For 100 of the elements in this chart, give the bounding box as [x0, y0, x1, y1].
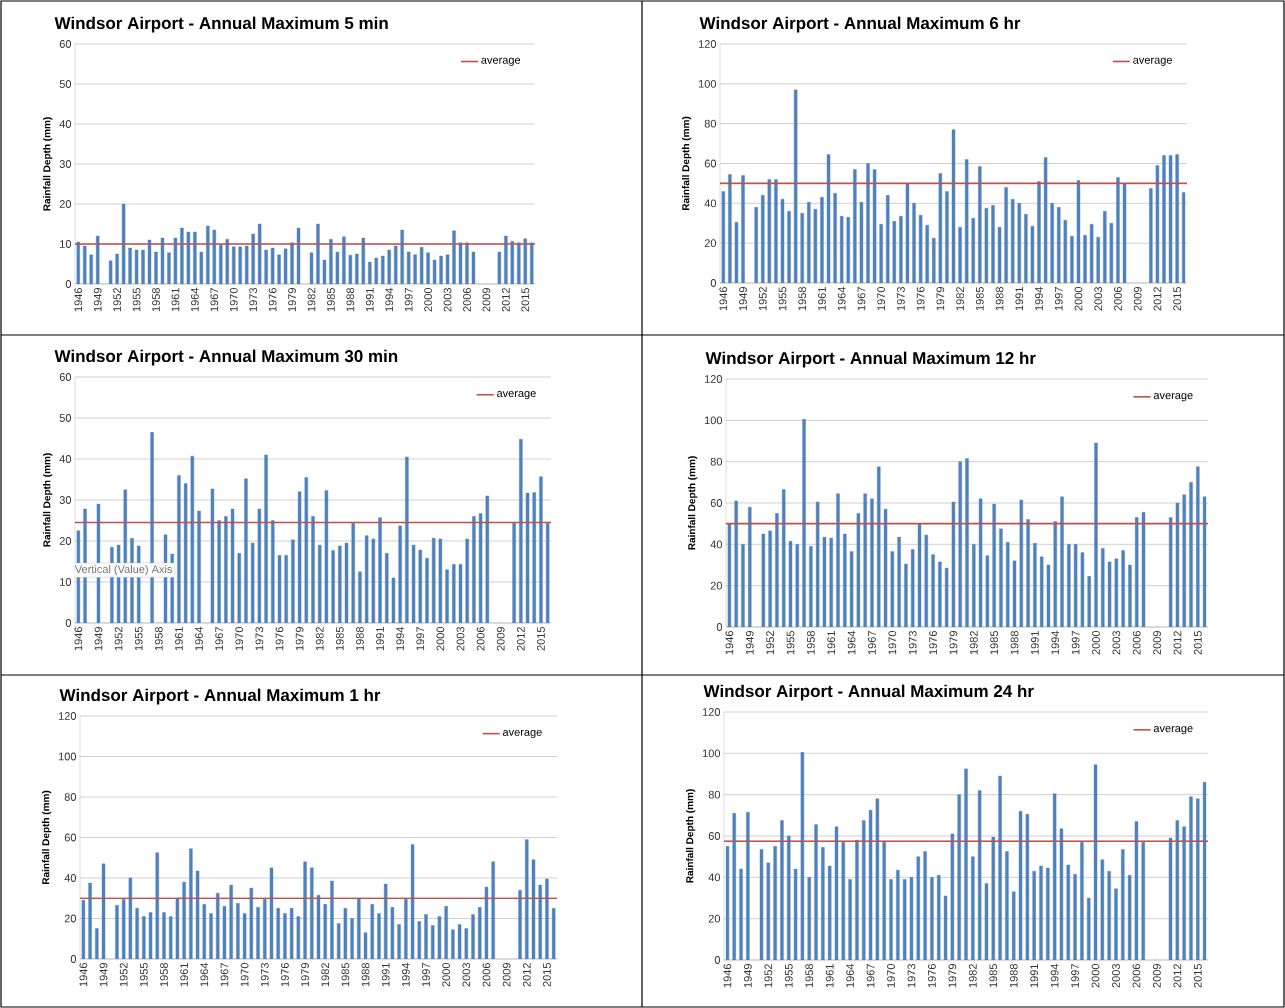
y-tick-label: 60 [59, 373, 72, 381]
y-tick-label: 30 [59, 496, 72, 504]
x-tick-label: 1958 [798, 287, 807, 311]
x-tick-label: 1964 [837, 286, 846, 311]
x-tick-label: 1976 [275, 627, 284, 651]
x-tick-label: 2006 [463, 288, 471, 312]
x-tick-label: 1970 [229, 287, 238, 312]
x-tick-label: 1955 [778, 287, 787, 311]
x-tick-label: 2015 [1193, 631, 1202, 655]
x-tick-label: 1994 [401, 962, 410, 987]
y-tick-label: 60 [704, 159, 717, 168]
y-tick-label: 60 [64, 833, 77, 842]
x-tick-label: 1949 [745, 631, 754, 655]
chart-title: Windsor Airport - Annual Maximum 12 hr [705, 351, 1036, 368]
x-tick-label: 1946 [79, 963, 88, 987]
x-tick-label: 1988 [1009, 964, 1018, 988]
x-tick-label: 1997 [422, 963, 430, 987]
x-tick-label: 1958 [160, 963, 168, 987]
x-tick-label: 2000 [1092, 630, 1100, 655]
x-tick-label: 1961 [818, 287, 826, 311]
x-tick-label: 1994 [1035, 286, 1043, 311]
x-tick-label: 2003 [1112, 964, 1120, 988]
x-tick-label: 1988 [995, 287, 1004, 311]
x-tick-label: 1973 [255, 627, 264, 651]
chart-title: Windsor Airport - Annual Maximum 1 hr [59, 688, 381, 705]
y-tick-label: 10 [60, 240, 72, 248]
y-tick-label: 10 [60, 578, 72, 586]
x-tick-label: 1973 [897, 287, 905, 311]
x-tick-label: 1982 [321, 963, 330, 987]
x-tick-label: 2009 [1153, 964, 1161, 988]
y-tick-label: 20 [704, 239, 717, 248]
x-tick-label: 1958 [805, 964, 814, 988]
x-tick-label: 1991 [1030, 964, 1039, 988]
x-tick-label: 2000 [1074, 286, 1083, 311]
x-tick-label: 1949 [743, 964, 752, 988]
x-tick-label: 1952 [113, 288, 122, 312]
chart-title: Windsor Airport - Annual Maximum 6 hr [699, 16, 1021, 33]
x-tick-label: 1970 [888, 630, 897, 655]
x-tick-label: 1964 [847, 630, 856, 655]
x-tick-label: 1985 [975, 287, 984, 311]
x-tick-label: 1979 [288, 288, 296, 312]
x-tick-label: 1967 [868, 631, 876, 655]
x-tick-label: 1985 [327, 288, 335, 312]
x-tick-label: 1952 [766, 631, 775, 655]
x-tick-label: 1952 [119, 963, 128, 987]
x-tick-label: 2006 [482, 963, 491, 987]
x-tick-label: 2009 [496, 627, 505, 651]
x-tick-label: 1976 [928, 964, 936, 988]
y-tick-label: 20 [64, 914, 77, 923]
y-tick-label: 100 [702, 749, 721, 758]
x-tick-label: 2006 [1132, 631, 1141, 655]
y-tick-label: 80 [708, 790, 721, 799]
y-tick-label: 100 [698, 79, 717, 88]
x-tick-label: 2015 [1193, 964, 1202, 988]
y-tick-label: 40 [59, 455, 72, 463]
x-tick-label: 2000 [436, 626, 445, 651]
x-tick-label: 1991 [365, 288, 374, 312]
y-tick-label: 0 [714, 956, 721, 964]
x-tick-label: 1997 [404, 288, 413, 312]
y-tick-label: 120 [702, 708, 721, 716]
x-tick-label: 1967 [210, 288, 219, 312]
x-tick-label: 1964 [190, 287, 199, 312]
y-tick-label: 80 [704, 119, 717, 128]
chart-title: Windsor Airport - Annual Maximum 30 min [54, 349, 398, 366]
x-tick-label: 1976 [916, 287, 925, 311]
legend-label: average [481, 57, 521, 66]
x-tick-label: 1991 [381, 963, 390, 987]
x-tick-label: 1991 [1015, 287, 1024, 311]
x-tick-label: 1973 [249, 288, 258, 312]
x-tick-label: 2012 [1173, 964, 1182, 988]
x-tick-label: 1982 [315, 627, 324, 651]
x-tick-label: 1970 [877, 286, 886, 311]
x-tick-label: 2009 [502, 963, 511, 987]
x-tick-label: 1955 [784, 964, 793, 988]
x-tick-label: 1982 [956, 287, 964, 311]
legend-label: average [1153, 393, 1193, 402]
x-tick-label: 2012 [522, 963, 531, 987]
x-tick-label: 1994 [1050, 963, 1059, 988]
annotation: Vertical (Value) Axis [74, 564, 173, 576]
x-tick-label: 2015 [1173, 287, 1182, 311]
x-tick-label: 1976 [281, 963, 289, 987]
x-tick-label: 1976 [929, 631, 937, 655]
y-tick-label: 60 [710, 499, 723, 507]
x-tick-label: 1982 [307, 288, 316, 312]
x-tick-label: 1961 [171, 288, 180, 312]
y-tick-label: 120 [58, 712, 77, 720]
x-tick-label: 1967 [857, 287, 866, 311]
x-tick-label: 1979 [948, 964, 957, 988]
x-tick-label: 1994 [396, 626, 405, 651]
x-tick-label: 1982 [969, 631, 978, 655]
x-tick-label: 1979 [936, 287, 945, 311]
y-tick-label: 20 [59, 200, 72, 208]
y-tick-label: 30 [59, 160, 72, 168]
x-tick-label: 1961 [175, 627, 183, 651]
x-tick-label: 1946 [725, 631, 734, 655]
y-tick-label: 40 [710, 540, 723, 549]
y-tick-label: 20 [59, 537, 72, 545]
x-tick-label: 1970 [887, 963, 895, 988]
y-axis-title: Rainfall Depth (mm) [685, 789, 696, 883]
y-axis-title: Rainfall Depth (mm) [43, 453, 53, 547]
